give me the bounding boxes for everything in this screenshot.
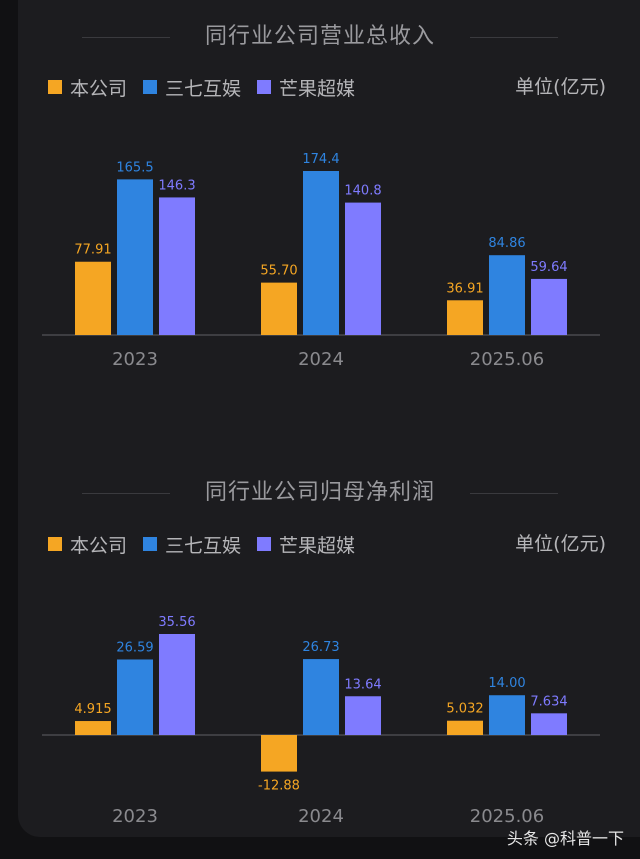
bar-mango-2025.06 xyxy=(531,713,567,735)
data-label-sanqi-2024: 174.4 xyxy=(302,152,339,167)
x-tick-label-2023: 2023 xyxy=(112,806,158,827)
bar-company-2024 xyxy=(261,735,297,772)
data-label-company-2024: -12.88 xyxy=(258,779,300,794)
bar-sanqi-2023 xyxy=(117,179,153,335)
x-tick-label-2023: 2023 xyxy=(112,349,158,370)
bar-sanqi-2024 xyxy=(303,659,339,735)
bar-mango-2025.06 xyxy=(531,278,567,335)
unit-label: 单位(亿元) xyxy=(515,76,606,98)
legend-label: 芒果超媒 xyxy=(279,534,356,557)
legend-label: 本公司 xyxy=(70,534,128,557)
data-label-mango-2024: 140.8 xyxy=(344,184,381,199)
legend-label: 三七互娱 xyxy=(165,534,242,557)
data-label-sanqi-2023: 165.5 xyxy=(116,160,153,175)
data-label-mango-2025.06: 7.634 xyxy=(530,694,567,709)
legend-swatch-sanqi xyxy=(143,80,158,94)
legend-swatch-sanqi xyxy=(143,537,158,551)
legend-label: 本公司 xyxy=(70,77,128,100)
legend-swatch-company xyxy=(48,537,62,551)
legend-label: 三七互娱 xyxy=(165,77,242,100)
x-tick-label-2025.06: 2025.06 xyxy=(470,349,544,370)
data-label-company-2025.06: 5.032 xyxy=(446,702,483,717)
bar-sanqi-2025.06 xyxy=(489,255,525,335)
x-tick-label-2025.06: 2025.06 xyxy=(470,806,544,827)
bar-mango-2023 xyxy=(159,634,195,735)
bar-company-2025.06 xyxy=(447,300,483,335)
chart-legend: 本公司 三七互娱 芒果超媒 xyxy=(48,529,371,559)
data-label-sanqi-2025.06: 84.86 xyxy=(488,236,525,251)
legend-item-sanqi: 三七互娱 xyxy=(143,74,241,101)
title-divider-right xyxy=(470,37,558,38)
title-divider-left xyxy=(82,37,170,38)
legend-item-mango: 芒果超媒 xyxy=(257,74,355,101)
bar-sanqi-2024 xyxy=(303,171,339,335)
legend-swatch-company xyxy=(48,80,62,94)
legend-swatch-mango xyxy=(257,537,272,551)
legend-item-sanqi: 三七互娱 xyxy=(143,531,241,558)
data-label-mango-2024: 13.64 xyxy=(344,677,381,692)
data-label-sanqi-2023: 26.59 xyxy=(116,640,153,655)
data-label-sanqi-2025.06: 14.00 xyxy=(488,676,525,691)
bar-sanqi-2023 xyxy=(117,659,153,735)
bar-mango-2024 xyxy=(345,202,381,335)
x-tick-label-2024: 2024 xyxy=(298,806,344,827)
legend-item-mango: 芒果超媒 xyxy=(257,531,355,558)
data-label-mango-2025.06: 59.64 xyxy=(530,260,567,275)
bar-mango-2023 xyxy=(159,197,195,335)
bar-company-2024 xyxy=(261,282,297,335)
chart-title: 同行业公司营业总收入 xyxy=(204,24,435,49)
title-divider-left xyxy=(82,493,170,494)
data-label-mango-2023: 35.56 xyxy=(158,615,195,630)
bar-sanqi-2025.06 xyxy=(489,695,525,735)
revenue-bar-chart: 77.91 165.5 146.3 2023 55.70 174.4 140.8 2024 36… xyxy=(42,152,600,370)
revenue-panel: 同行业公司营业总收入 本公司 三七互娱 芒果超媒 单位(亿元) xyxy=(0,0,640,420)
data-label-company-2024: 55.70 xyxy=(260,264,297,279)
bar-company-2023 xyxy=(75,721,111,735)
data-label-sanqi-2024: 26.73 xyxy=(302,640,339,655)
x-tick-label-2024: 2024 xyxy=(298,349,344,370)
legend-item-company: 本公司 xyxy=(48,74,127,101)
unit-label: 单位(亿元) xyxy=(515,533,606,555)
bar-mango-2024 xyxy=(345,696,381,735)
watermark: 头条 @科普一下 xyxy=(506,829,624,848)
legend-label: 芒果超媒 xyxy=(279,77,356,100)
bar-company-2025.06 xyxy=(447,720,483,735)
title-divider-right xyxy=(470,493,558,494)
legend-swatch-mango xyxy=(257,80,272,94)
chart-title: 同行业公司归母净利润 xyxy=(204,480,435,505)
chart-legend: 本公司 三七互娱 芒果超媒 xyxy=(48,72,371,102)
bar-company-2023 xyxy=(75,261,111,335)
data-label-company-2023: 4.915 xyxy=(74,702,111,717)
data-label-company-2023: 77.91 xyxy=(74,243,111,258)
data-label-company-2025.06: 36.91 xyxy=(446,281,483,296)
legend-item-company: 本公司 xyxy=(48,531,127,558)
data-label-mango-2023: 146.3 xyxy=(158,178,195,193)
